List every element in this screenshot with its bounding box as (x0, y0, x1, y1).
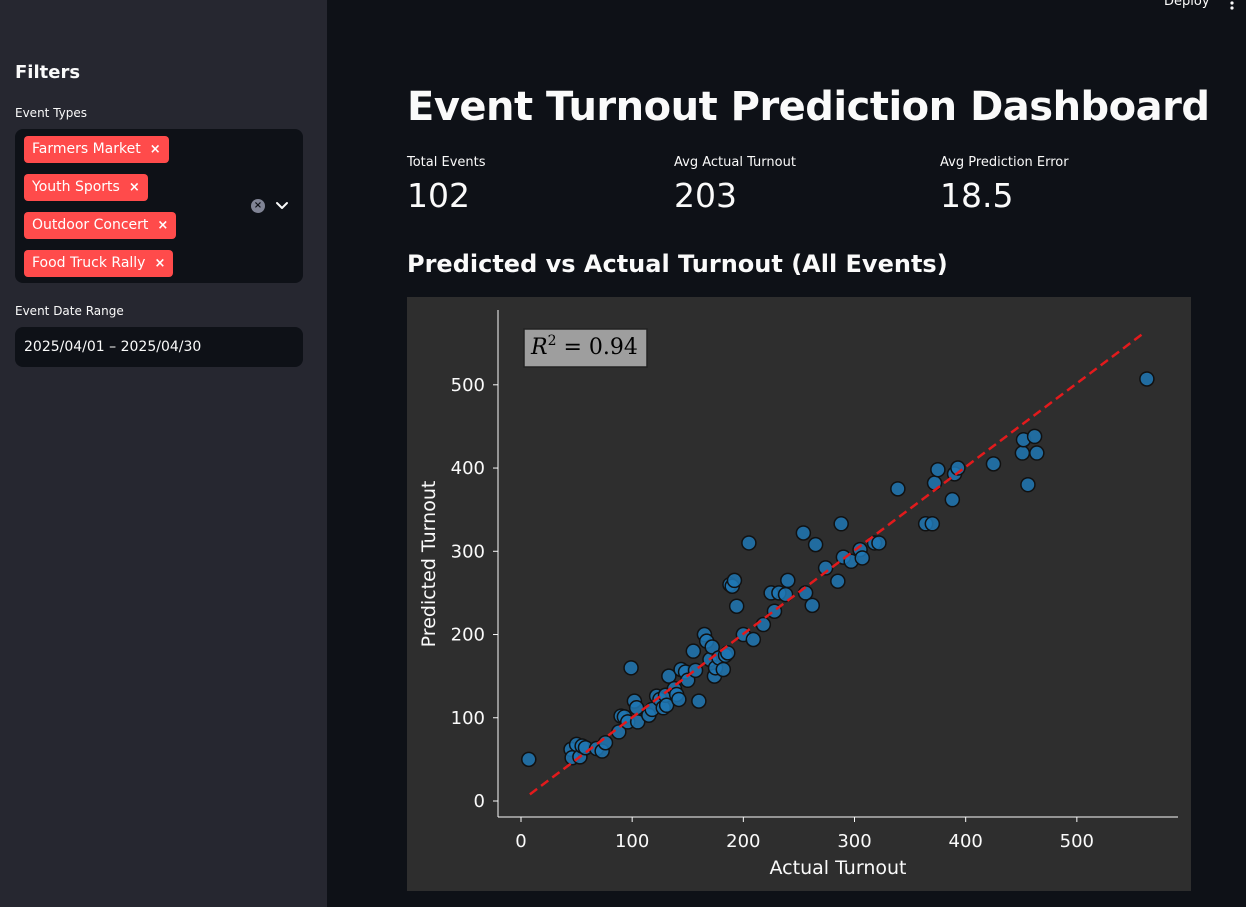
event-types-label: Event Types (15, 106, 88, 120)
x-axis-label: Actual Turnout (770, 857, 907, 879)
reference-line (529, 332, 1145, 796)
metric-value-avg-error: 18.5 (940, 176, 1014, 215)
x-tick-label: 0 (515, 831, 526, 852)
y-tick-label: 100 (451, 708, 485, 729)
data-point (755, 616, 772, 633)
chip-label: Youth Sports (32, 179, 120, 195)
data-point (661, 668, 677, 684)
chip-food-truck-rally[interactable]: Food Truck Rally × (24, 250, 174, 277)
data-point (1014, 445, 1031, 461)
metric-label-avg-error: Avg Prediction Error (940, 155, 1069, 170)
data-point (780, 572, 796, 589)
metric-label-avg-actual: Avg Actual Turnout (674, 155, 796, 170)
deploy-button[interactable]: Deploy (1164, 0, 1210, 9)
data-point (1026, 428, 1043, 445)
chip-farmers-market[interactable]: Farmers Market × (24, 136, 169, 163)
data-point (854, 550, 871, 566)
data-point (804, 597, 821, 614)
y-tick-label: 0 (474, 791, 485, 812)
metric-value-avg-actual: 203 (674, 176, 737, 215)
data-point (924, 516, 941, 532)
data-point (658, 697, 675, 714)
sidebar-title: Filters (15, 62, 81, 83)
page-title: Event Turnout Prediction Dashboard (407, 84, 1210, 130)
data-point (1029, 445, 1045, 461)
data-point (623, 660, 639, 676)
data-point (930, 461, 946, 478)
data-point (795, 525, 812, 541)
y-tick-label: 400 (451, 458, 485, 479)
chip-outdoor-concert[interactable]: Outdoor Concert × (24, 212, 177, 239)
x-tick-label: 400 (949, 831, 983, 852)
clear-all-icon[interactable]: × (251, 199, 265, 213)
data-point (685, 643, 702, 659)
y-tick-label: 500 (451, 375, 485, 396)
x-tick-label: 200 (726, 831, 760, 852)
metric-label-total-events: Total Events (407, 155, 486, 170)
r2-annotation: R2 = 0.94 (530, 333, 638, 360)
data-point (890, 481, 906, 497)
data-point (671, 691, 687, 708)
more-vertical-icon[interactable] (1229, 0, 1235, 10)
data-point (521, 751, 537, 768)
chip-label: Farmers Market (32, 141, 141, 157)
data-point (871, 535, 887, 551)
scatter-chart-svg: 0 100 200 300 400 500 0 100 200 300 400 500 R2 = 0.… (418, 310, 1178, 879)
data-point (745, 631, 762, 648)
chip-remove-icon[interactable]: × (154, 256, 166, 271)
sidebar: Filters Event Types Farmers Market × You… (0, 0, 327, 907)
x-tick-label: 300 (837, 831, 871, 852)
data-point (715, 661, 732, 678)
data-point (944, 491, 961, 508)
y-tick-label: 300 (451, 541, 485, 562)
chevron-down-icon[interactable] (273, 196, 291, 214)
data-point (833, 516, 849, 532)
chip-label: Food Truck Rally (32, 255, 146, 271)
data-point (1020, 476, 1036, 493)
y-tick-label: 200 (451, 625, 485, 646)
date-range-input[interactable]: 2025/04/01 – 2025/04/30 (15, 327, 303, 367)
data-point (741, 535, 757, 551)
chip-youth-sports[interactable]: Youth Sports × (24, 174, 148, 201)
chip-label: Outdoor Concert (32, 217, 149, 233)
y-axis-label: Predicted Turnout (418, 481, 440, 648)
scatter-chart: 0 100 200 300 400 500 0 100 200 300 400 500 R2 = 0.… (407, 297, 1191, 891)
r2-annotation-box (523, 328, 648, 368)
chart-title: Predicted vs Actual Turnout (All Events) (407, 250, 948, 278)
date-range-label: Event Date Range (15, 304, 124, 318)
data-point (629, 714, 646, 730)
chip-remove-icon[interactable]: × (157, 218, 169, 233)
event-types-multiselect[interactable]: Farmers Market × Youth Sports × Outdoor … (15, 129, 303, 283)
data-point (726, 572, 743, 589)
x-tick-label: 500 (1060, 831, 1094, 852)
chip-remove-icon[interactable]: × (128, 180, 140, 195)
data-point (691, 693, 707, 709)
metric-value-total-events: 102 (407, 176, 470, 215)
x-tick-label: 100 (615, 831, 649, 852)
data-point (1139, 371, 1155, 387)
data-point (728, 598, 745, 614)
data-point (807, 536, 824, 553)
data-point (830, 573, 846, 589)
chip-remove-icon[interactable]: × (149, 142, 161, 157)
data-point (985, 456, 1002, 472)
